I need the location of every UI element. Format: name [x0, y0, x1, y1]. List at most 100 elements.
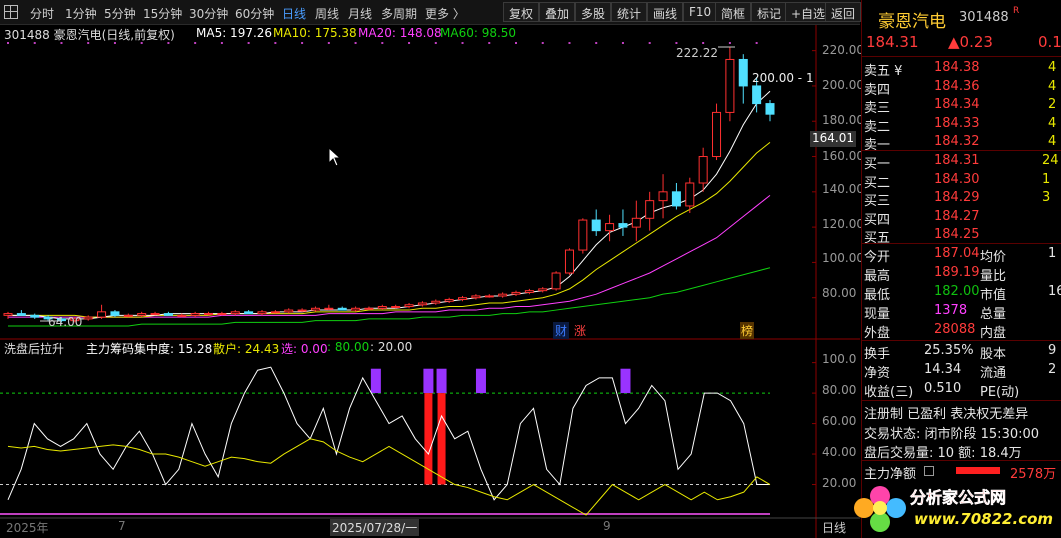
stat2-row[interactable]: 净资 14.34 流通 2: [862, 361, 1061, 381]
chart-area[interactable]: 301488 豪恩汽电(日线,前复权) MA5: 197.26 MA10: 17…: [0, 25, 864, 538]
add-watchlist-button[interactable]: +自选: [785, 2, 832, 22]
bid-level-2[interactable]: 买二 184.30 1: [862, 171, 1061, 191]
signal-dot: [568, 42, 571, 44]
candle-body: [551, 272, 561, 290]
signal-dot: [194, 42, 197, 44]
ranking-marker[interactable]: 榜: [740, 322, 755, 339]
mark-button[interactable]: 标记: [751, 2, 788, 22]
ma5-label: MA5: 197.26: [196, 26, 273, 40]
ask-level-4[interactable]: 卖四 184.36 4: [862, 78, 1061, 98]
signal-dot: [461, 42, 464, 44]
kline-chart-svg[interactable]: [0, 25, 860, 538]
candle-body: [605, 223, 615, 232]
signal-dot: [381, 42, 384, 44]
candle-body: [377, 306, 387, 309]
period-tab-30min[interactable]: 30分钟: [189, 7, 229, 21]
ask-price: 184.36: [934, 78, 980, 94]
bid-level-4[interactable]: 买四 184.27: [862, 208, 1061, 228]
bid-level-5[interactable]: 买五 184.25: [862, 226, 1061, 246]
stat2-row[interactable]: 收益(三) 0.510 PE(动): [862, 380, 1061, 400]
candle: [645, 191, 655, 231]
ask-price: 184.34: [934, 97, 980, 112]
candle: [578, 218, 588, 254]
candle-body: [404, 304, 414, 308]
ma60-line: [8, 267, 771, 327]
candle-body: [578, 219, 588, 251]
stat-label-2: 均价: [980, 250, 1007, 265]
y-tick-200: 200.00: [822, 78, 864, 92]
price-row: 184.31 ▲0.23 0.1: [862, 32, 1061, 54]
bid-level-3[interactable]: 买三 184.29 3: [862, 189, 1061, 209]
candle: [685, 177, 695, 213]
period-tab-15min[interactable]: 15分钟: [143, 7, 183, 21]
candle-body: [498, 293, 508, 297]
candle-body: [83, 316, 93, 320]
trade-status-text: 交易状态: 闭市阶段 15:30:00: [864, 427, 1040, 442]
ask-level-2[interactable]: 卖二 184.33 4: [862, 115, 1061, 135]
simple-frame-button[interactable]: 简框: [715, 2, 752, 22]
candle: [765, 100, 775, 122]
candle: [618, 209, 628, 236]
period-tab-60min[interactable]: 60分钟: [235, 7, 275, 21]
layout-grid-icon[interactable]: [4, 5, 18, 19]
bid-price: 184.27: [934, 208, 980, 224]
candle-body: [444, 298, 454, 302]
bid-level-1[interactable]: 买一 184.31 24: [862, 152, 1061, 172]
finance-marker[interactable]: 财: [553, 322, 570, 339]
stat-value-2: 16: [1048, 284, 1061, 299]
period-tab-5min[interactable]: 5分钟: [104, 7, 136, 21]
candle-body: [190, 313, 200, 316]
stat-row[interactable]: 最高 189.19 量比: [862, 264, 1061, 284]
bid-price: 184.29: [934, 190, 980, 205]
stat-value: 187.04: [934, 246, 980, 261]
retail-line: [7, 438, 771, 516]
ind-y-tick-20: 20.00: [822, 476, 857, 490]
candle-body: [244, 311, 254, 315]
candle: [752, 77, 762, 113]
candle-body: [765, 103, 775, 115]
candle: [97, 304, 107, 319]
limit-up-marker[interactable]: 涨: [574, 324, 587, 338]
stat-label: 净资: [864, 366, 891, 381]
multi-stock-button[interactable]: 多股: [575, 2, 612, 22]
candle: [458, 295, 468, 302]
draw-line-button[interactable]: 画线: [647, 2, 684, 22]
statistics-button[interactable]: 统计: [611, 2, 648, 22]
candle: [725, 47, 735, 122]
ask-level-1[interactable]: 卖一 184.32 4: [862, 133, 1061, 153]
back-button[interactable]: 返回: [825, 2, 862, 22]
candle-body: [3, 313, 13, 316]
stat2-row[interactable]: 换手 25.35% 股本 9: [862, 342, 1061, 362]
candle: [631, 200, 641, 242]
ask-level-5[interactable]: 卖五 ¥ 184.38 4: [862, 59, 1061, 79]
candle: [391, 304, 401, 309]
period-tab-multi[interactable]: 多周期: [381, 7, 418, 21]
period-tab-more[interactable]: 更多 〉: [425, 7, 465, 21]
period-indicator: 日线: [822, 521, 847, 535]
candle-body: [725, 58, 735, 113]
overlay-button[interactable]: 叠加: [539, 2, 576, 22]
period-tab-1min[interactable]: 1分钟: [65, 7, 97, 21]
stat-row[interactable]: 今开 187.04 均价 1: [862, 245, 1061, 265]
candle: [150, 311, 160, 316]
stat-row[interactable]: 外盘 28088 内盘: [862, 321, 1061, 341]
adjust-button[interactable]: 复权: [503, 2, 540, 22]
candle-body: [511, 291, 521, 295]
stat-row[interactable]: 现量 1378 总量: [862, 302, 1061, 322]
period-tab-monthly[interactable]: 月线: [348, 7, 373, 21]
signal-dot: [755, 42, 758, 44]
y-tick-140: 140.00: [822, 182, 864, 196]
f10-button[interactable]: F10: [683, 2, 718, 22]
ask-level-3[interactable]: 卖三 184.34 2: [862, 96, 1061, 116]
candle: [310, 306, 320, 312]
signal-dot: [33, 42, 36, 44]
info-icon[interactable]: [924, 466, 934, 476]
period-tab-minute[interactable]: 分时: [30, 7, 55, 21]
candle: [30, 313, 40, 319]
stat-row[interactable]: 最低 182.00 市值 16: [862, 283, 1061, 303]
period-tab-daily[interactable]: 日线: [282, 7, 307, 21]
candle-body: [123, 314, 133, 317]
candle-body: [337, 307, 347, 311]
period-tab-weekly[interactable]: 周线: [315, 7, 340, 21]
signal-bar-purple: [620, 368, 631, 394]
